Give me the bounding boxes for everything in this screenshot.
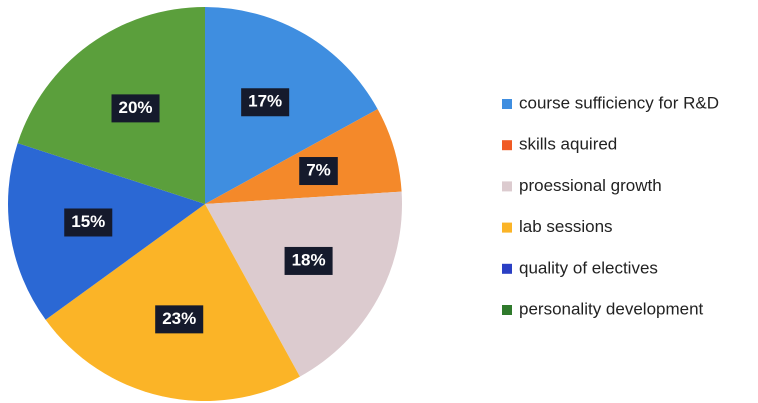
pie-slice [205, 109, 402, 204]
data-label: 7% [306, 161, 331, 180]
data-label-box [241, 88, 290, 117]
pie-slice [17, 7, 206, 204]
legend-label: lab sessions [519, 217, 613, 236]
legend-swatch [502, 222, 512, 233]
data-label-box [111, 94, 160, 123]
legend-swatch [502, 99, 512, 109]
data-label: 17% [248, 92, 282, 111]
data-label: 18% [292, 250, 326, 269]
data-label-box [64, 208, 113, 237]
pie-slice [45, 204, 300, 401]
data-label-box [299, 157, 338, 186]
legend-label: personality development [519, 299, 704, 318]
legend-swatch [502, 263, 512, 274]
pie-slice [205, 191, 402, 377]
data-label: 15% [71, 212, 105, 231]
data-label-box [284, 246, 333, 275]
data-label: 23% [162, 309, 196, 328]
legend-swatch [502, 181, 512, 192]
legend-label: proessional growth [519, 176, 662, 195]
legend-swatch [502, 140, 512, 151]
legend-label: skills aquired [519, 135, 617, 154]
pie-slice [205, 7, 378, 204]
legend-label: course sufficiency for R&D [519, 93, 719, 112]
legend-swatch [502, 305, 512, 315]
data-label-box [155, 305, 204, 334]
data-label: 20% [119, 98, 153, 117]
legend-label: quality of electives [519, 258, 658, 277]
